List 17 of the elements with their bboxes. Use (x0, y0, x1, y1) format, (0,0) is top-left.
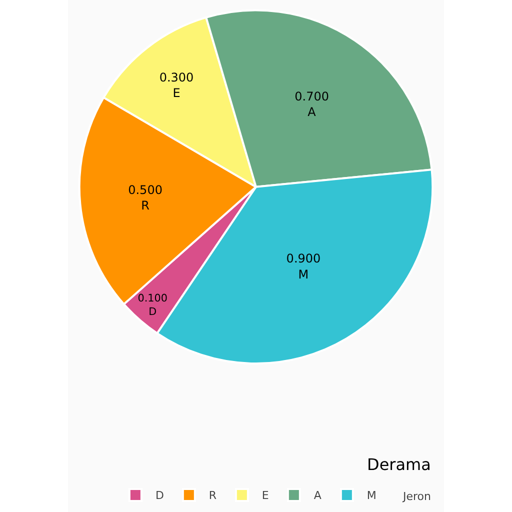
slice-label: D (148, 306, 157, 318)
data-label: 0.900 (286, 252, 321, 266)
legend-title: Jeron (402, 490, 432, 503)
slice-label: E (172, 86, 180, 100)
legend-label: M (366, 489, 376, 502)
slice-label: A (308, 104, 317, 119)
text: Derama (367, 455, 431, 474)
legend-label: E (262, 489, 269, 502)
legend-label: R (208, 489, 217, 502)
legend-label: D (155, 489, 164, 502)
slice-label: R (141, 198, 150, 213)
data-label: 0.300 (159, 70, 194, 84)
data-label: 0.500 (128, 182, 162, 197)
data-label: 0.700 (294, 89, 329, 104)
legend-label: A (314, 489, 322, 502)
data-label: 0.100 (138, 292, 168, 305)
slice-label: M (298, 267, 309, 282)
